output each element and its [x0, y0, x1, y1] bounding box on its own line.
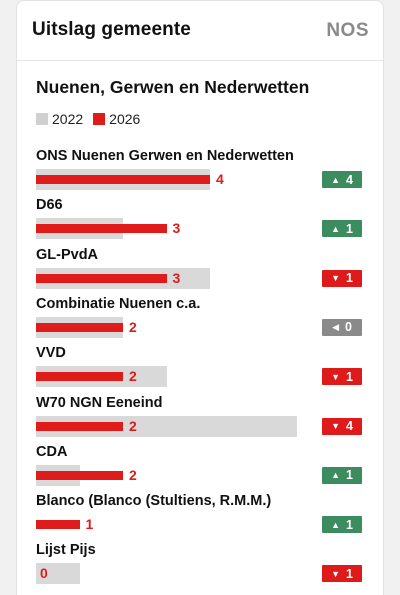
legend: 2022 2026	[36, 111, 150, 127]
triangle-up-icon: ▲	[331, 519, 340, 530]
nos-logo[interactable]: NOS	[326, 20, 369, 41]
seat-change-value: 1	[345, 566, 353, 581]
seats-2026-value: 3	[172, 220, 181, 237]
seats-2026-bar	[36, 470, 123, 480]
seat-change-value: 4	[345, 172, 353, 187]
party-name: ONS Nuenen Gerwen en Nederwetten	[36, 148, 294, 164]
seats-2026-bar	[36, 175, 210, 184]
seat-change-badge: ▲ 1	[322, 516, 362, 534]
seats-2026-bar	[36, 224, 167, 234]
seats-2026-value: 2	[129, 318, 137, 335]
party-row: CDA 2 ▲ 1	[17, 444, 383, 489]
seats-2022-bar	[36, 415, 297, 437]
legend-swatch-2026	[93, 113, 106, 125]
municipality-title: Nuenen, Gerwen en Nederwetten	[36, 77, 310, 97]
legend-item-2022: 2022	[36, 111, 83, 127]
party-row: Combinatie Nuenen c.a. 2 ◀ 0	[17, 296, 383, 341]
seats-2022-bar	[36, 563, 80, 585]
seats-2026-bar	[36, 421, 123, 431]
seat-change-badge: ▼ 1	[322, 565, 362, 583]
seat-change-value: 4	[345, 419, 353, 433]
seat-change-badge: ▼ 1	[322, 368, 362, 386]
triangle-up-icon: ▲	[331, 174, 340, 185]
triangle-down-icon: ▼	[331, 273, 340, 284]
seats-2026-value: 0	[40, 565, 48, 582]
seats-2026-value: 2	[129, 417, 137, 434]
seat-change-value: 1	[345, 517, 353, 532]
triangle-left-icon: ◀	[332, 321, 339, 332]
seats-2026-value: 4	[216, 171, 224, 187]
legend-swatch-2022	[36, 113, 48, 125]
seat-change-value: 1	[345, 221, 353, 236]
seat-change-value: 1	[345, 468, 353, 483]
seat-change-badge: ▲ 1	[322, 466, 362, 484]
seats-2026-value: 1	[85, 516, 94, 533]
seat-change-badge: ▼ 4	[322, 417, 362, 435]
seat-change-value: 1	[345, 271, 353, 286]
party-name: GL-PvdA	[36, 246, 99, 263]
legend-item-2026: 2026	[93, 111, 140, 127]
card-header: Uitslag gemeente NOS	[17, 1, 383, 61]
party-row: W70 NGN Eeneind 2 ▼ 4	[17, 395, 383, 440]
seats-2026-bar	[36, 520, 80, 530]
seat-change-value: 1	[345, 369, 353, 384]
triangle-up-icon: ▲	[331, 470, 340, 481]
party-name: Blanco (Blanco (Stultiens, R.M.M.)	[36, 493, 272, 510]
triangle-down-icon: ▼	[331, 568, 340, 579]
party-row: Blanco (Blanco (Stultiens, R.M.M.) 1 ▲ 1	[17, 493, 383, 538]
seat-change-badge: ▼ 1	[322, 269, 362, 287]
seat-change-badge: ◀ 0	[322, 318, 362, 336]
party-name: D66	[36, 197, 63, 214]
party-row: GL-PvdA 3 ▼ 1	[17, 247, 383, 292]
triangle-down-icon: ▼	[331, 371, 340, 382]
party-name: Combinatie Nuenen c.a.	[36, 295, 201, 312]
seat-change-badge: ▲ 1	[322, 220, 362, 238]
seats-2026-bar	[36, 322, 123, 332]
card-title: Uitslag gemeente	[32, 19, 191, 40]
party-row: Lijst Pijs 0 ▼ 1	[17, 542, 383, 587]
legend-label-2026: 2026	[109, 111, 141, 127]
party-name: Lijst Pijs	[36, 542, 96, 559]
triangle-up-icon: ▲	[331, 223, 340, 234]
triangle-down-icon: ▼	[331, 421, 340, 431]
legend-label-2022: 2022	[52, 111, 84, 127]
seats-2026-bar	[36, 273, 167, 283]
seats-2026-value: 2	[129, 368, 137, 385]
seats-2026-value: 2	[129, 466, 137, 483]
party-name: W70 NGN Eeneind	[36, 394, 163, 411]
seat-change-badge: ▲ 4	[322, 171, 362, 188]
party-row: D66 3 ▲ 1	[17, 197, 383, 242]
party-name: VVD	[36, 345, 66, 362]
results-card: Uitslag gemeente NOS Nuenen, Gerwen en N…	[16, 0, 384, 595]
seat-change-value: 0	[344, 320, 352, 335]
seats-2026-bar	[36, 372, 123, 382]
party-row: VVD 2 ▼ 1	[17, 345, 383, 390]
party-row: ONS Nuenen Gerwen en Nederwetten 4 ▲ 4	[17, 148, 383, 193]
seats-2026-value: 3	[172, 269, 181, 286]
party-name: CDA	[36, 443, 68, 460]
